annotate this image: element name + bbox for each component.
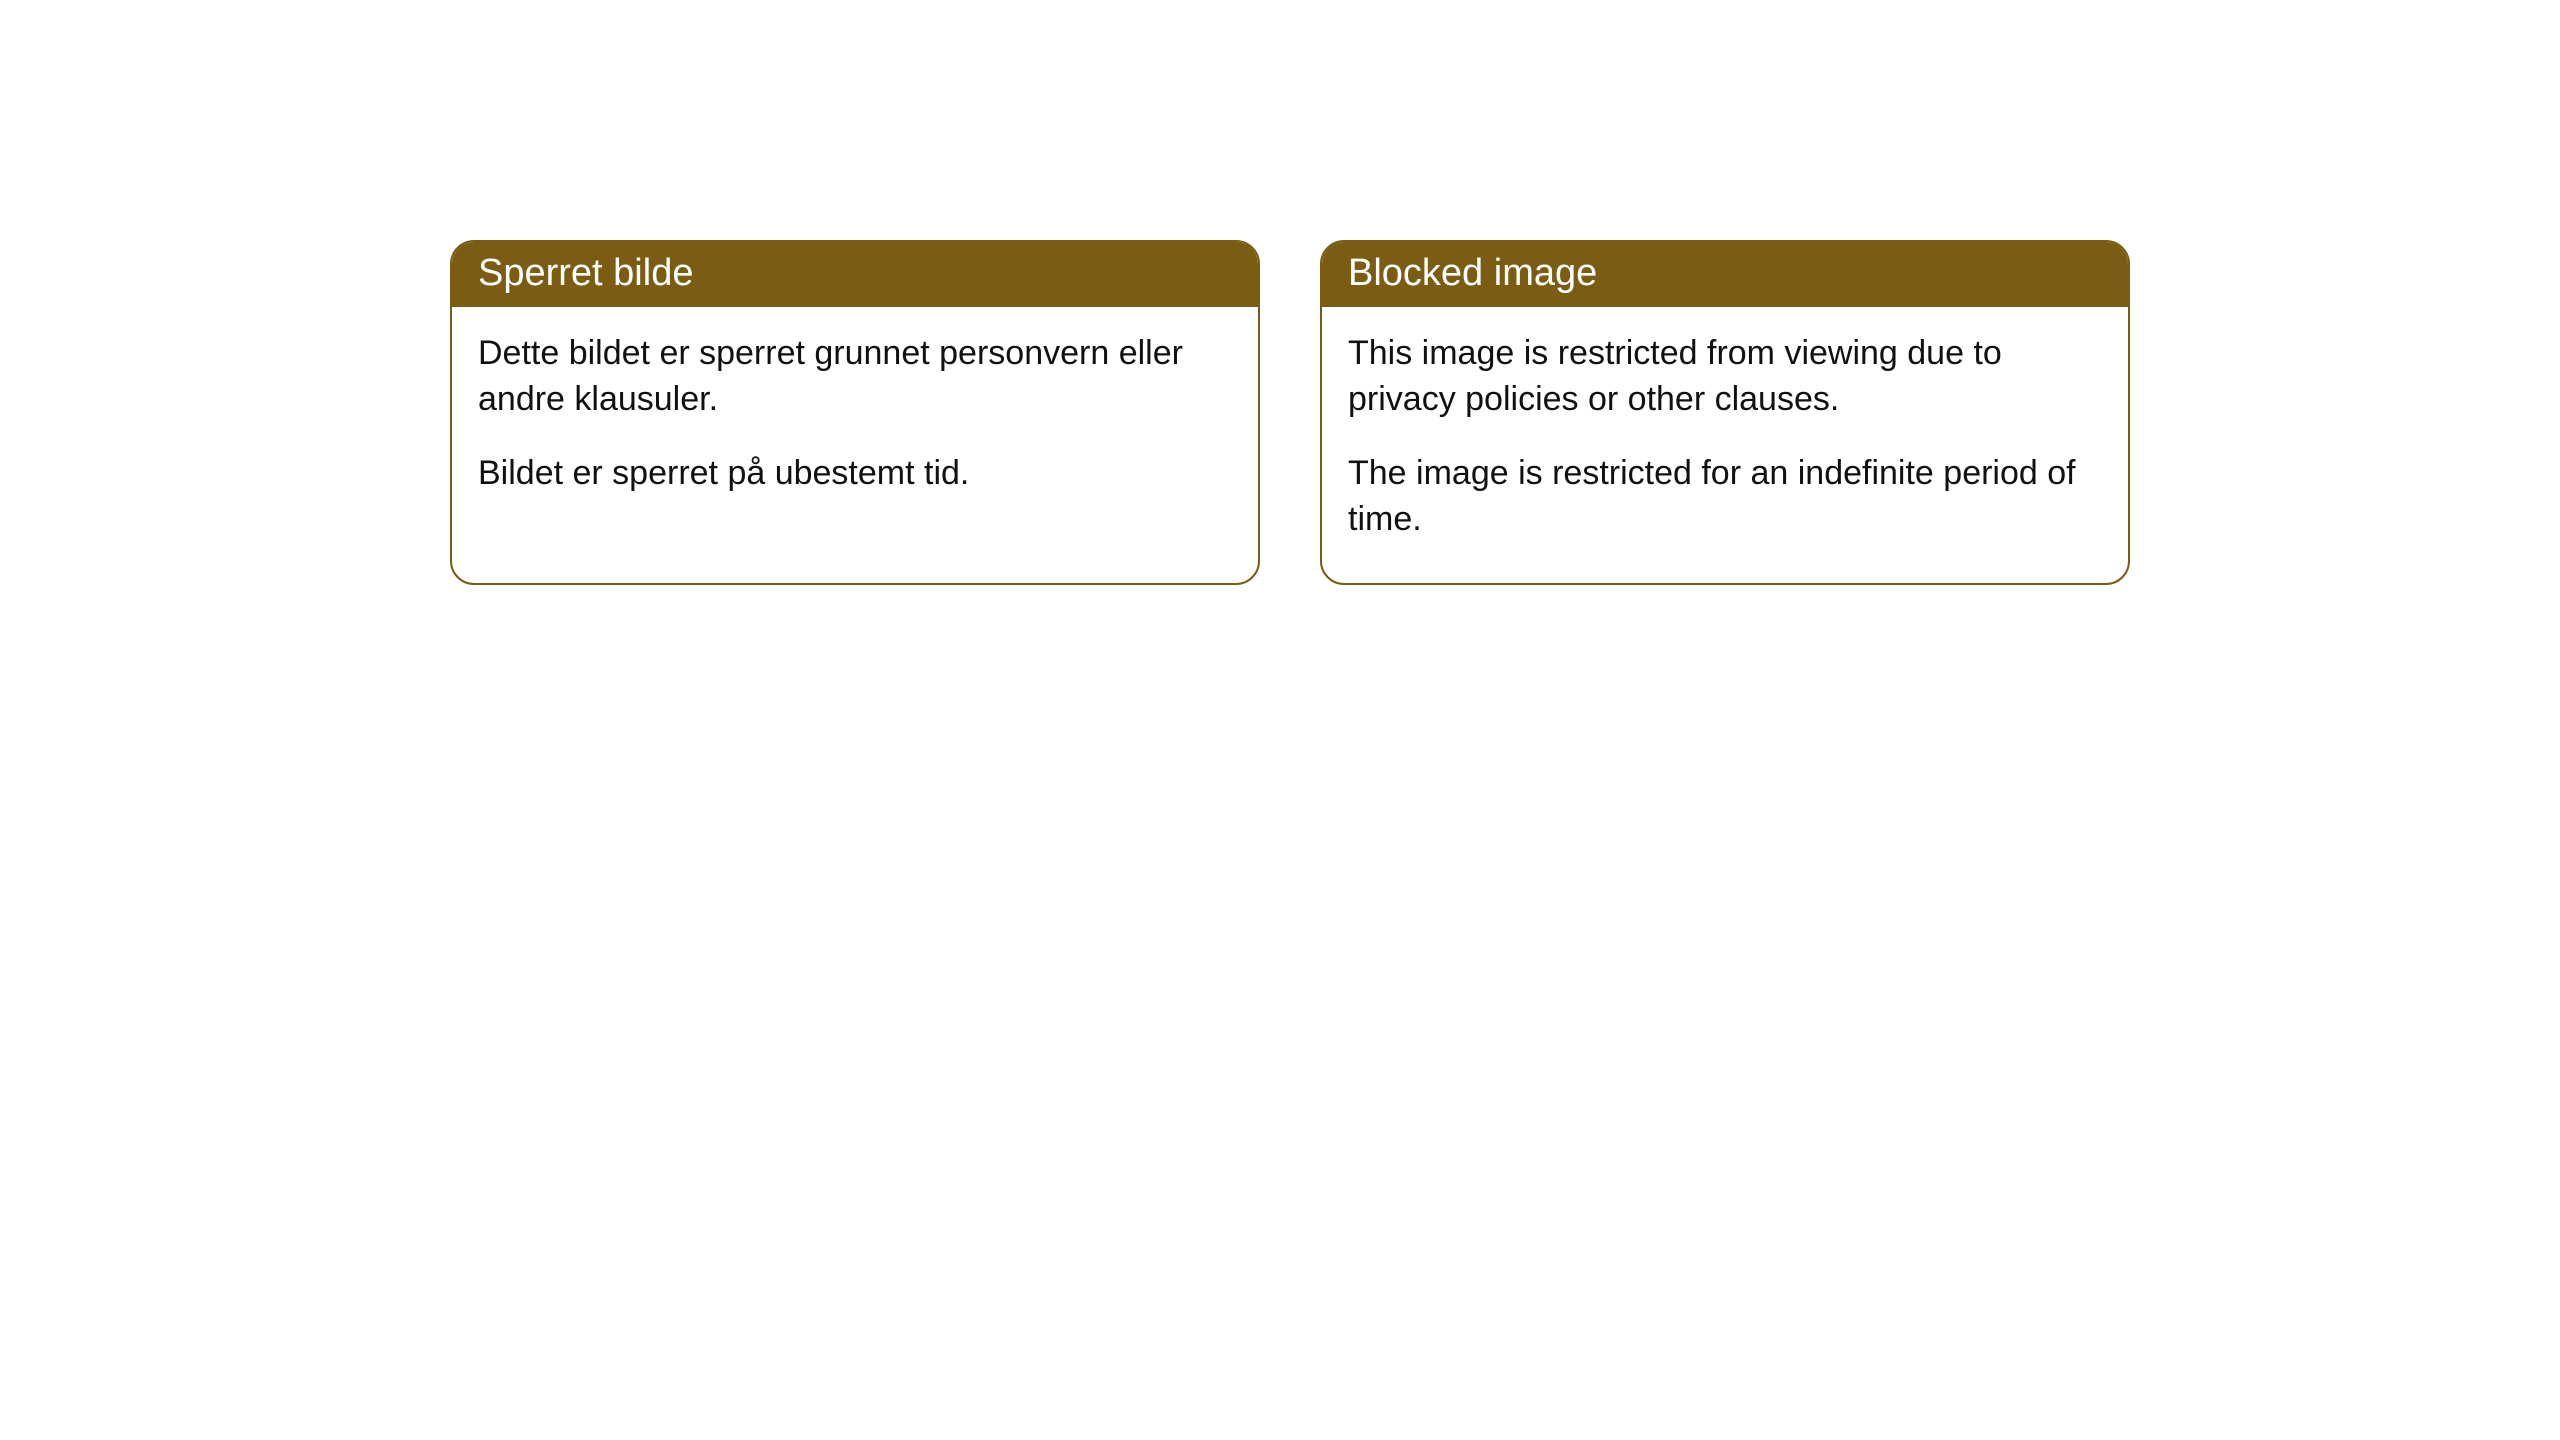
card-paragraph-1-en: This image is restricted from viewing du… [1348, 331, 2102, 423]
card-header-en: Blocked image [1322, 242, 2128, 307]
card-body-no: Dette bildet er sperret grunnet personve… [452, 307, 1258, 537]
blocked-image-card-en: Blocked image This image is restricted f… [1320, 240, 2130, 585]
blocked-image-card-no: Sperret bilde Dette bildet er sperret gr… [450, 240, 1260, 585]
card-paragraph-2-no: Bildet er sperret på ubestemt tid. [478, 451, 1232, 497]
card-paragraph-1-no: Dette bildet er sperret grunnet personve… [478, 331, 1232, 423]
notice-cards-container: Sperret bilde Dette bildet er sperret gr… [0, 0, 2560, 585]
card-header-no: Sperret bilde [452, 242, 1258, 307]
card-paragraph-2-en: The image is restricted for an indefinit… [1348, 451, 2102, 543]
card-body-en: This image is restricted from viewing du… [1322, 307, 2128, 583]
